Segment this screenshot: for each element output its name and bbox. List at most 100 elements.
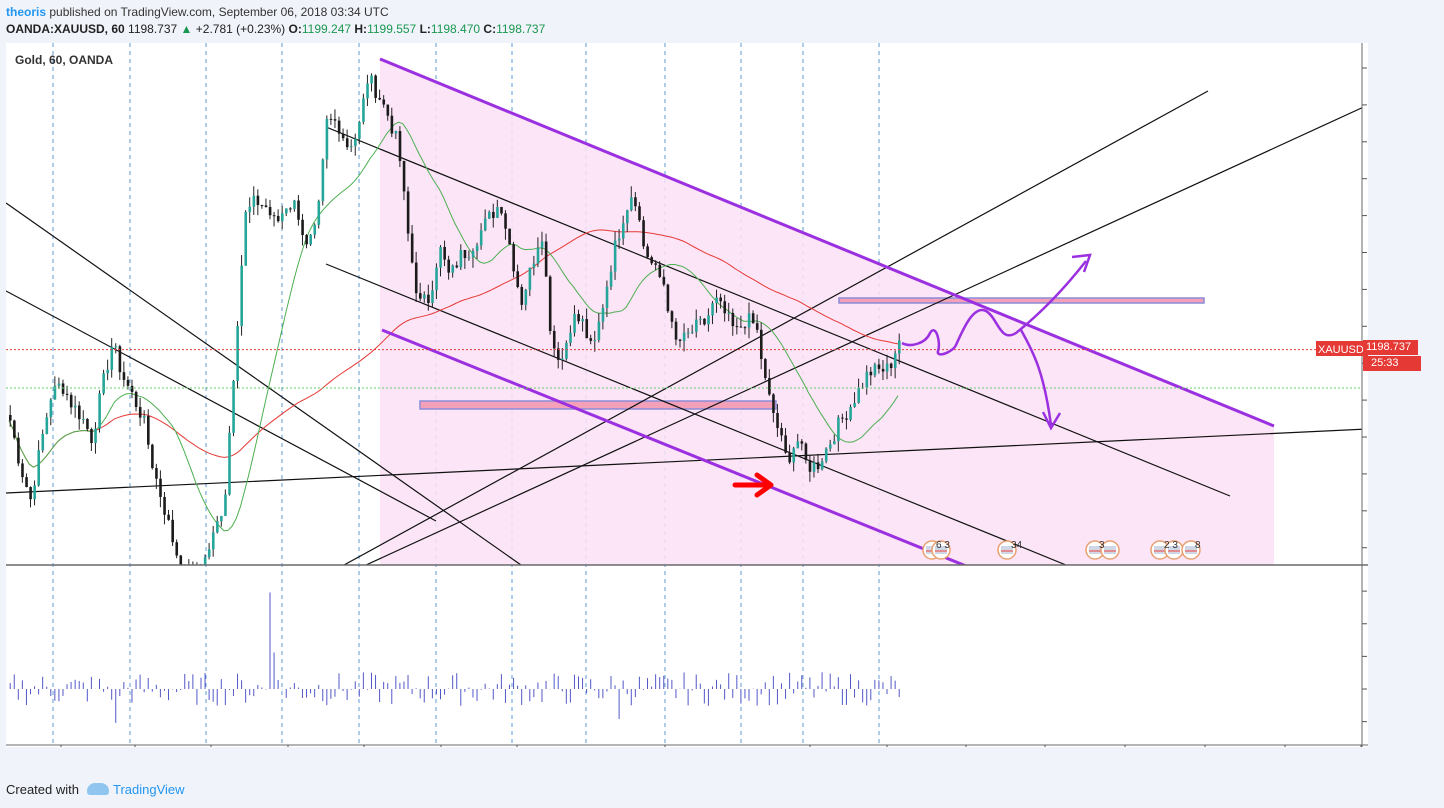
candle[interactable] — [711, 301, 714, 325]
candle[interactable] — [151, 443, 154, 470]
candle[interactable] — [634, 192, 637, 212]
candle[interactable] — [410, 225, 414, 264]
candle[interactable] — [142, 410, 146, 424]
candle[interactable] — [94, 422, 97, 454]
candle[interactable] — [544, 233, 548, 277]
candle[interactable] — [475, 242, 479, 259]
price-axis[interactable]: 1214.0001212.0001210.0001208.0001206.000… — [1362, 63, 1418, 555]
candle[interactable] — [727, 302, 731, 322]
candle[interactable] — [695, 309, 698, 338]
economic-event-flag-icon[interactable] — [1164, 540, 1184, 560]
candle[interactable] — [398, 126, 402, 168]
candle[interactable] — [386, 104, 390, 121]
candle[interactable] — [126, 376, 130, 390]
candle[interactable] — [138, 397, 142, 426]
candle[interactable] — [179, 554, 183, 576]
trend-line[interactable] — [6, 202, 522, 565]
candle[interactable] — [508, 228, 511, 245]
economic-event-flag-icon[interactable] — [1085, 540, 1105, 560]
candle[interactable] — [557, 341, 560, 369]
candle[interactable] — [211, 525, 215, 557]
candle[interactable] — [427, 284, 430, 311]
candle[interactable] — [496, 199, 499, 219]
candle[interactable] — [252, 186, 256, 216]
candle[interactable] — [471, 248, 475, 268]
candle[interactable] — [792, 446, 796, 472]
candle[interactable] — [244, 210, 248, 266]
candle[interactable] — [764, 357, 767, 381]
candle[interactable] — [638, 202, 641, 222]
economic-events[interactable]: 6 3 34 3 2 3 8 — [922, 540, 1201, 560]
candle[interactable] — [585, 308, 589, 339]
candle[interactable] — [362, 93, 365, 125]
candle[interactable] — [106, 359, 110, 381]
candle[interactable] — [504, 210, 507, 240]
candle[interactable] — [163, 491, 166, 525]
candle[interactable] — [621, 215, 625, 246]
candle[interactable] — [735, 318, 739, 335]
candle[interactable] — [41, 429, 45, 453]
candle[interactable] — [626, 209, 629, 233]
trend-line[interactable] — [325, 126, 1231, 497]
projection-down-path[interactable] — [1019, 329, 1053, 426]
candle[interactable] — [605, 280, 609, 318]
candle[interactable] — [78, 401, 81, 430]
candle[interactable] — [354, 133, 357, 156]
candle[interactable] — [228, 425, 231, 496]
candle[interactable] — [406, 186, 410, 242]
candle[interactable] — [479, 223, 483, 250]
candle[interactable] — [9, 405, 12, 427]
candle[interactable] — [565, 340, 568, 361]
trend-line[interactable] — [6, 428, 1368, 494]
candle[interactable] — [390, 107, 394, 138]
candle[interactable] — [167, 509, 170, 521]
candle[interactable] — [90, 427, 93, 452]
candle[interactable] — [110, 338, 114, 378]
candle[interactable] — [447, 255, 451, 280]
candle[interactable] — [889, 362, 893, 377]
economic-event-flag-icon[interactable] — [1100, 540, 1120, 560]
candle[interactable] — [630, 186, 633, 212]
candle[interactable] — [536, 237, 540, 268]
candle[interactable] — [662, 269, 666, 287]
candle[interactable] — [207, 543, 211, 560]
candle[interactable] — [293, 199, 296, 212]
candle[interactable] — [820, 458, 824, 471]
candle[interactable] — [853, 392, 856, 408]
candle[interactable] — [796, 433, 800, 449]
candle[interactable] — [601, 304, 605, 330]
candle[interactable] — [325, 115, 329, 169]
candle[interactable] — [349, 139, 353, 152]
economic-event-flag-icon[interactable] — [1181, 540, 1201, 560]
candle[interactable] — [707, 308, 710, 332]
candle[interactable] — [33, 480, 36, 506]
candle[interactable] — [130, 379, 134, 399]
candle[interactable] — [272, 211, 276, 227]
candle[interactable] — [577, 309, 580, 325]
candle[interactable] — [333, 109, 337, 129]
tradingview-link[interactable]: TradingView — [112, 782, 185, 797]
candle[interactable] — [650, 255, 653, 266]
volume-axis[interactable]: 7500.00005000.00002500.00000.0000-2500.0… — [1362, 586, 1428, 729]
candle[interactable] — [747, 302, 751, 339]
candle[interactable] — [374, 74, 377, 103]
candle[interactable] — [467, 250, 471, 261]
candle[interactable] — [520, 284, 524, 311]
candle[interactable] — [849, 404, 852, 422]
candle[interactable] — [873, 362, 877, 378]
candle[interactable] — [345, 129, 349, 151]
candle[interactable] — [394, 130, 398, 140]
candle[interactable] — [378, 89, 382, 101]
candle[interactable] — [524, 288, 528, 311]
candle[interactable] — [877, 358, 881, 374]
candle[interactable] — [382, 95, 386, 108]
candle[interactable] — [500, 206, 503, 216]
candle[interactable] — [98, 390, 101, 433]
candle[interactable] — [418, 282, 422, 302]
candle[interactable] — [122, 361, 126, 387]
candle[interactable] — [159, 470, 162, 508]
candle[interactable] — [686, 328, 690, 339]
candle[interactable] — [561, 347, 564, 370]
candle[interactable] — [69, 392, 73, 415]
candle[interactable] — [443, 240, 446, 267]
